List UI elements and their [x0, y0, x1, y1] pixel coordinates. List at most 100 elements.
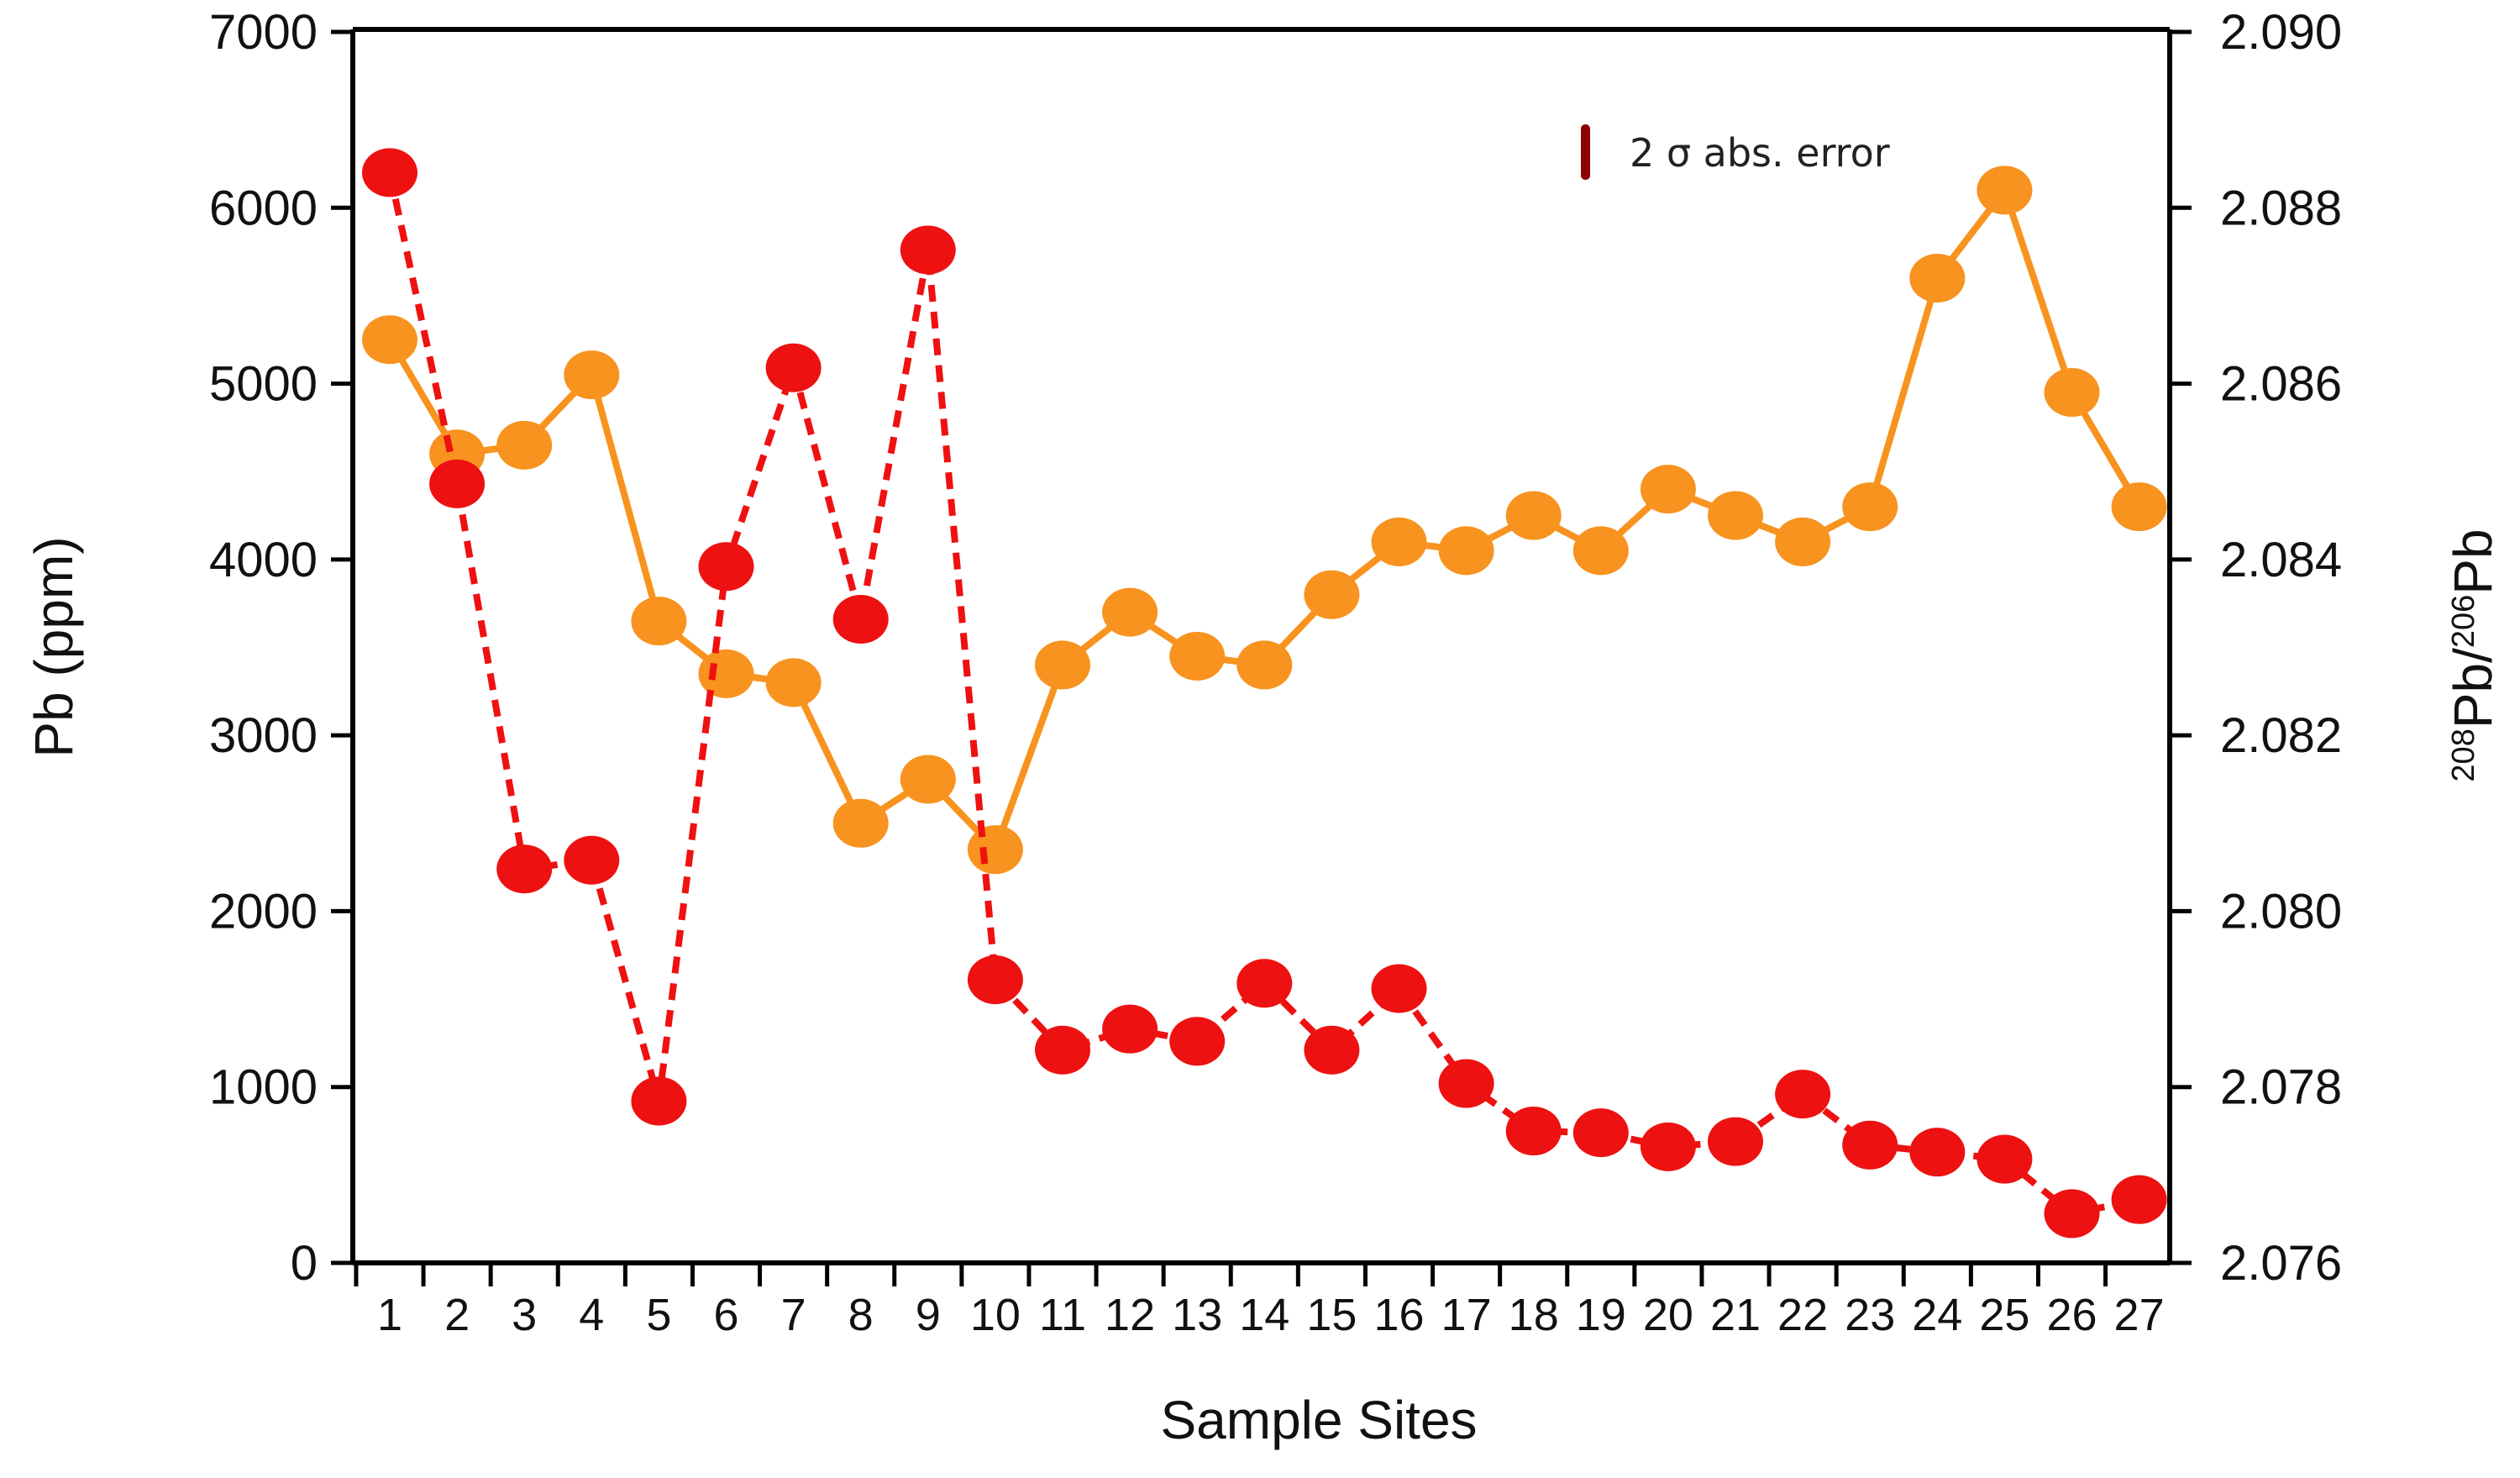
- right-axis-title-main1: Pb/: [2443, 648, 2503, 728]
- data-point: [698, 649, 754, 698]
- right-axis-ticks: 2.076 2.078 2.080 2.082 2.084 2.086 2.088 2.090: [2170, 5, 2342, 1291]
- right-tick-label: 2.078: [2220, 1060, 2342, 1115]
- data-point: [967, 825, 1023, 875]
- data-point: [765, 658, 822, 707]
- data-point: [832, 798, 889, 848]
- data-point: [429, 459, 486, 508]
- x-tick-label: 27: [2114, 1290, 2165, 1340]
- data-point: [1438, 526, 1494, 576]
- data-point: [1909, 254, 1966, 302]
- data-point: [900, 755, 956, 804]
- data-point: [1236, 959, 1293, 1008]
- x-tick-label: 22: [1777, 1290, 1828, 1340]
- data-point: [1640, 465, 1696, 514]
- data-point: [1977, 166, 2033, 215]
- data-point: [1304, 1025, 1360, 1075]
- right-axis-title-sup1: 208: [2446, 728, 2481, 781]
- right-tick-label: 2.088: [2220, 181, 2342, 235]
- data-point: [1708, 491, 1763, 540]
- right-axis-title-main2: Pb: [2443, 529, 2503, 594]
- series-line: [386, 171, 2140, 1218]
- data-point: [1304, 570, 1360, 619]
- data-point: [564, 350, 620, 400]
- x-tick-label: 11: [1039, 1290, 1086, 1340]
- data-point: [2111, 482, 2167, 532]
- data-point: [1371, 964, 1427, 1013]
- left-tick-label: 1000: [209, 1060, 318, 1115]
- data-point: [1169, 631, 1226, 681]
- right-axis-title-sup2: 206: [2446, 595, 2481, 648]
- right-axis-title: 208Pb/206Pb: [2443, 529, 2503, 781]
- data-point: [496, 844, 553, 894]
- x-tick-label: 25: [1979, 1290, 2029, 1340]
- x-tick-label: 2: [444, 1290, 470, 1340]
- right-tick-label: 2.090: [2220, 5, 2342, 60]
- data-point: [1371, 517, 1427, 566]
- data-point: [1775, 1070, 1831, 1119]
- data-point: [1236, 640, 1293, 690]
- x-tick-label: 5: [646, 1290, 671, 1340]
- x-tick-label: 6: [713, 1290, 738, 1340]
- data-point: [2044, 1189, 2100, 1239]
- data-point: [1102, 1004, 1158, 1054]
- data-point: [362, 148, 417, 197]
- data-point: [1775, 517, 1831, 566]
- x-tick-label: 1: [377, 1290, 402, 1340]
- data-point: [1505, 1107, 1562, 1156]
- data-point: [1505, 491, 1562, 540]
- data-point: [496, 420, 553, 470]
- x-tick-label: 26: [2046, 1290, 2097, 1340]
- data-point: [1842, 1120, 1898, 1170]
- x-tick-label: 13: [1172, 1290, 1222, 1340]
- right-tick-label: 2.082: [2220, 708, 2342, 763]
- series-layer: [362, 148, 2167, 1239]
- right-tick-label: 2.080: [2220, 884, 2342, 939]
- data-point: [1708, 1117, 1763, 1166]
- data-point: [1169, 1017, 1226, 1066]
- x-tick-label: 3: [512, 1290, 537, 1340]
- left-tick-label: 7000: [209, 5, 318, 60]
- data-point: [967, 955, 1023, 1005]
- left-tick-label: 0: [291, 1236, 318, 1291]
- x-tick-label: 24: [1912, 1290, 1962, 1340]
- x-tick-label: 16: [1373, 1290, 1424, 1340]
- data-point: [832, 595, 889, 644]
- data-point: [2044, 368, 2100, 418]
- data-point: [1572, 526, 1629, 576]
- x-tick-label: 12: [1105, 1290, 1155, 1340]
- data-point: [2111, 1175, 2167, 1224]
- series-pb-ppm: [362, 148, 2167, 1239]
- left-axis-title: Pb (ppm): [24, 536, 84, 757]
- data-point: [564, 835, 620, 885]
- left-tick-label: 4000: [209, 533, 318, 587]
- x-axis-ticks: 1 2 3 4 5 6 7 8 9 10 11 12 13 14 15 16 17 18 19 20 21 22 23 24 2…: [354, 1263, 2165, 1340]
- x-tick-label: 7: [781, 1290, 806, 1340]
- data-point: [1035, 640, 1090, 690]
- x-tick-label: 10: [970, 1290, 1021, 1340]
- x-tick-label: 15: [1306, 1290, 1357, 1340]
- right-tick-label: 2.076: [2220, 1236, 2342, 1291]
- left-tick-label: 3000: [209, 708, 318, 763]
- right-tick-label: 2.084: [2220, 533, 2342, 587]
- left-axis-ticks: 0 1000 2000 3000 4000 5000 6000 7000: [209, 5, 353, 1291]
- x-tick-label: 17: [1441, 1290, 1492, 1340]
- left-tick-label: 6000: [209, 181, 318, 235]
- x-tick-label: 18: [1509, 1290, 1559, 1340]
- data-point: [900, 225, 956, 275]
- x-tick-label: 8: [848, 1290, 874, 1340]
- x-tick-label: 21: [1710, 1290, 1761, 1340]
- left-tick-label: 2000: [209, 884, 318, 939]
- data-point: [1842, 482, 1898, 532]
- legend: 2 σ abs. error: [1581, 124, 1890, 180]
- data-point: [765, 343, 822, 392]
- data-point: [362, 315, 417, 365]
- x-tick-label: 19: [1576, 1290, 1626, 1340]
- data-point: [1102, 587, 1158, 637]
- data-point: [631, 1076, 687, 1126]
- x-tick-label: 4: [579, 1290, 604, 1340]
- series-ratio: [362, 166, 2167, 875]
- data-point: [1438, 1059, 1494, 1108]
- x-tick-label: 23: [1845, 1290, 1895, 1340]
- x-axis-title: Sample Sites: [1160, 1390, 1477, 1450]
